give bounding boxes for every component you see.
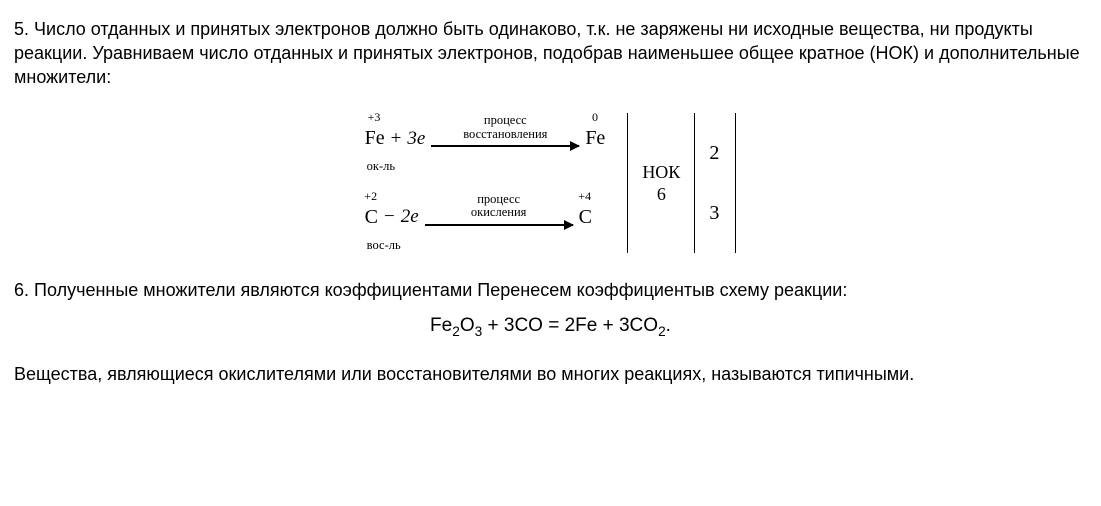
oxidizer-label: ок-ль (365, 158, 606, 175)
step-6-text: Полученные множители являются коэффициен… (34, 280, 847, 300)
balanced-equation: Fe2O3 + 3CO = 2Fe + 3CO2. (14, 313, 1087, 341)
step-5-paragraph: 5. Число отданных и принятых электронов … (14, 18, 1087, 89)
fe-zero: 0 Fe (585, 113, 605, 151)
multiplier-2: 3 (709, 200, 719, 226)
nok-value: 6 (642, 183, 680, 206)
fe-plus3: +3 Fe (365, 113, 385, 151)
reduction-arrow: процесс восстановления (431, 114, 579, 152)
electrons-2e: 2e (401, 204, 419, 230)
reduction-row: +3 Fe + 3e процесс восстановления 0 (365, 113, 606, 174)
electrons-3e: 3e (407, 126, 425, 152)
step-6-number: 6. (14, 280, 34, 300)
c-plus2: +2 С (365, 192, 378, 230)
electron-balance-diagram: +3 Fe + 3e процесс восстановления 0 (14, 113, 1087, 253)
step-5-number: 5. (14, 19, 34, 39)
minus-sign: − (384, 204, 395, 230)
step-6-paragraph: 6. Полученные множители являются коэффиц… (14, 279, 1087, 303)
oxidation-arrow: процесс окисления (425, 193, 573, 231)
step-5-text: Число отданных и принятых электронов дол… (14, 19, 1080, 87)
nok-label: НОК (642, 161, 680, 184)
reducer-label: вос-ль (365, 237, 606, 254)
oxidation-row: +2 С − 2e процесс окисления +4 С (365, 192, 606, 253)
typical-substances-paragraph: Вещества, являющиеся окислителями или во… (14, 363, 1087, 387)
multiplier-1: 2 (709, 140, 719, 166)
multipliers-column: 2 3 (695, 113, 736, 253)
c-plus4: +4 С (579, 192, 592, 230)
plus-sign: + (391, 126, 402, 152)
nok-column: НОК 6 (627, 113, 695, 253)
